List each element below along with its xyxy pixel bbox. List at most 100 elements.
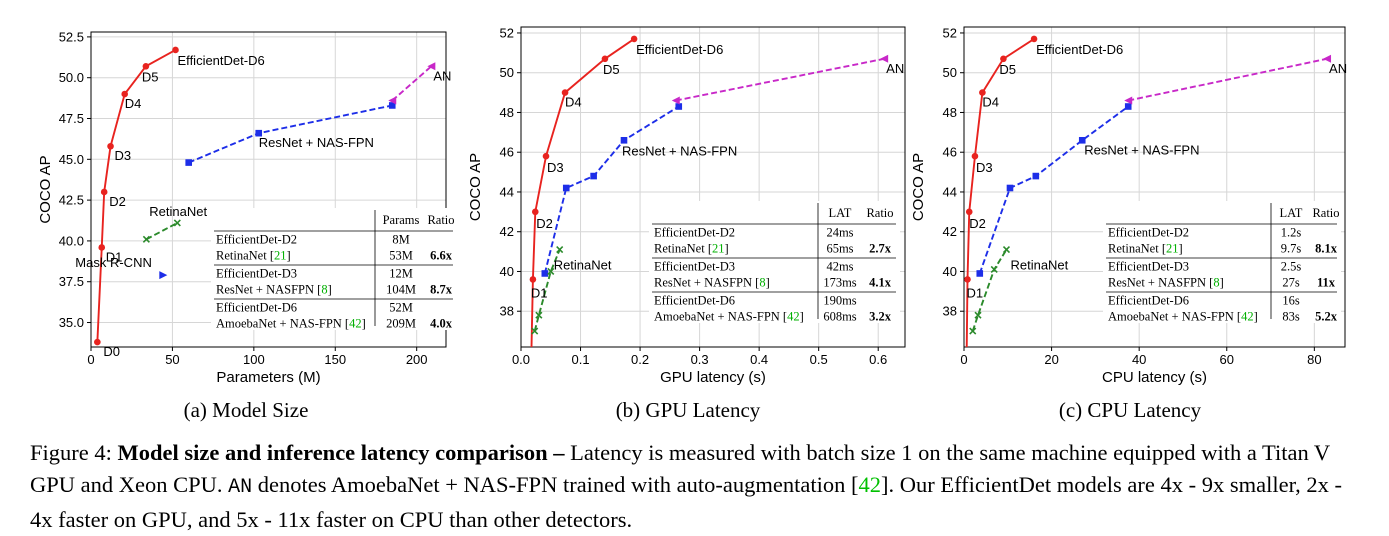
y-tick-label: 44 xyxy=(500,184,514,199)
point-an xyxy=(427,62,436,71)
table-ratio: 8.1x xyxy=(1315,242,1338,256)
point-label: D2 xyxy=(969,216,986,231)
y-tick-label: 35.0 xyxy=(59,315,84,330)
y-tick-label: 46 xyxy=(500,145,514,160)
series-line-resnet-nas-fpn xyxy=(188,104,393,164)
series-line-retinanet xyxy=(145,222,178,241)
series-label: RetinaNet xyxy=(149,204,207,219)
table-model-name: RetinaNet [21] xyxy=(216,249,291,263)
table-model-name: EfficientDet-D3 xyxy=(654,260,735,274)
y-axis-label: COCO AP xyxy=(37,155,54,223)
table-ratio: 11x xyxy=(1317,276,1336,290)
point-label: EfficientDet-D6 xyxy=(1036,42,1123,57)
point-efficientdet xyxy=(142,62,150,70)
table-header: LAT xyxy=(1280,206,1303,220)
x-tick-label: 0.2 xyxy=(631,352,649,367)
table-header: Params xyxy=(383,213,420,227)
x-tick-label: 40 xyxy=(1132,352,1146,367)
chart-a: 0 50 100 150 200 35.0 37.5 40.0 42.5 45.0 47.5 50.0… xyxy=(37,29,457,386)
point-efficientdet xyxy=(100,188,108,196)
y-tick-label: 38 xyxy=(943,304,957,319)
series-line-retinanet xyxy=(533,249,561,332)
point-resnet-nas-fpn xyxy=(620,136,628,144)
point-label: D3 xyxy=(115,148,132,163)
table-value: 42ms xyxy=(826,260,853,274)
inset-table: LAT Ratio EfficientDet-D2 1.2s RetinaNet [21… xyxy=(1103,201,1341,324)
caption-c: (c) CPU Latency xyxy=(1058,398,1202,422)
x-tick-label: 0 xyxy=(87,352,94,367)
y-tick-label: 37.5 xyxy=(59,274,84,289)
point-label: EfficientDet-D6 xyxy=(178,53,265,68)
point-resnet-nas-fpn xyxy=(1078,136,1086,144)
table-value: 24ms xyxy=(826,226,853,240)
caption-text-1: Latency is measured with batch size 1 on… xyxy=(30,440,1330,497)
series-label: RetinaNet xyxy=(1010,258,1068,273)
y-tick-label: 42.5 xyxy=(59,193,84,208)
point-retinanet xyxy=(1002,246,1011,254)
x-axis-label: CPU latency (s) xyxy=(1102,369,1207,386)
y-tick-label: 47.5 xyxy=(59,111,84,126)
table-header: LAT xyxy=(829,206,852,220)
point-efficientdet xyxy=(601,55,609,63)
point-resnet-nas-fpn xyxy=(562,184,570,192)
table-value: 9.7s xyxy=(1281,242,1302,256)
y-tick-label: 42 xyxy=(943,224,957,239)
point-efficientdet xyxy=(561,89,569,96)
caption-bold: Model size and inference latency compari… xyxy=(117,440,565,465)
table-value: 1.2s xyxy=(1281,226,1302,240)
point-retinanet xyxy=(142,235,150,243)
x-tick-label: 150 xyxy=(324,352,346,367)
point-efficientdet xyxy=(964,276,971,283)
series-label: AN xyxy=(1329,61,1347,76)
point-resnet-nas-fpn xyxy=(590,172,597,180)
series-labels: D1 D2 D3 D4 D5 EfficientDet-D6 ResNet + NAS-FP… xyxy=(967,42,1348,300)
x-tick-label: 0.5 xyxy=(810,352,828,367)
point-efficientdet xyxy=(542,152,550,160)
point-an xyxy=(388,96,397,105)
point-label: D2 xyxy=(109,194,126,209)
caption-ref-link[interactable]: 42 xyxy=(858,472,881,497)
series-line-an xyxy=(391,65,432,102)
table-value: 27s xyxy=(1282,276,1300,290)
point-resnet-nas-fpn xyxy=(976,270,984,277)
series-labels: D1 D2 D3 D4 D5 EfficientDet-D6 ResNet + NAS-FP… xyxy=(531,42,904,300)
caption-prefix: Figure 4: xyxy=(30,440,118,465)
table-model-name: RetinaNet [21] xyxy=(654,242,729,256)
caption-text-2: denotes AmoebaNet + NAS-FPN trained with… xyxy=(252,472,859,497)
table-model-name: ResNet + NASFPN [8] xyxy=(654,276,770,290)
point-retinanet xyxy=(547,267,555,276)
point-efficientdet xyxy=(121,90,129,98)
table-header: Ratio xyxy=(1312,206,1339,220)
point-resnet-nas-fpn xyxy=(541,270,549,277)
axes-frame xyxy=(520,26,906,348)
table-value: 190ms xyxy=(823,294,856,308)
series-layer xyxy=(964,35,1332,347)
table-model-name: ResNet + NASFPN [8] xyxy=(1108,276,1224,290)
table-value: 83s xyxy=(1282,310,1300,324)
point-efficientdet xyxy=(94,338,101,346)
chart-b: 0.0 0.1 0.2 0.3 0.4 0.5 0.6 38 40 42 44 46 48 50 52 GPU… xyxy=(467,25,906,386)
x-tick-label: 0.1 xyxy=(571,352,589,367)
table-value: 65ms xyxy=(826,242,853,256)
table-value: 608ms xyxy=(823,310,856,324)
point-an xyxy=(1323,54,1332,63)
table-model-name: EfficientDet-D2 xyxy=(1108,226,1189,240)
table-model-name: EfficientDet-D2 xyxy=(216,233,297,247)
series-label: AN xyxy=(886,61,904,76)
table-value: 12M xyxy=(389,267,413,281)
point-label: D0 xyxy=(103,344,120,359)
x-tick-label: 0.6 xyxy=(869,352,887,367)
x-tick-label: 60 xyxy=(1220,352,1234,367)
table-ratio: 4.1x xyxy=(869,276,892,290)
point-efficientdet xyxy=(531,208,539,216)
point-retinanet xyxy=(969,327,977,335)
y-tick-label: 48 xyxy=(943,105,957,120)
table-model-name: EfficientDet-D6 xyxy=(654,294,735,308)
y-tick-label: 50 xyxy=(500,65,514,80)
point-an xyxy=(880,54,889,63)
series-label: AN xyxy=(433,68,451,83)
axes-frame xyxy=(90,31,447,348)
series-label: ResNet + NAS-FPN xyxy=(1084,142,1199,157)
table-background xyxy=(1103,201,1341,323)
